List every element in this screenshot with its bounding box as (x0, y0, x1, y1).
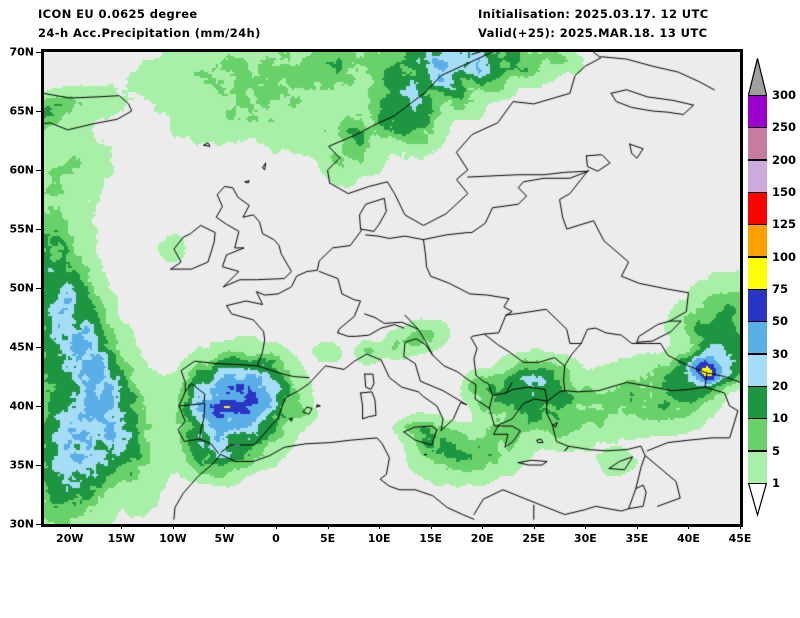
valid-time-label: Valid(+25): 2025.MAR.18. 13 UTC (478, 26, 708, 40)
y-axis-label: 30N (9, 517, 34, 531)
colorbar-rule (748, 385, 767, 387)
colorbar-band (748, 450, 767, 484)
y-axis-label: 65N (9, 104, 34, 118)
x-axis-tick (585, 524, 587, 529)
x-axis-label: 10E (367, 532, 391, 545)
x-axis-tick (636, 524, 638, 529)
precipitation-raster (44, 52, 740, 524)
colorbar-rule (748, 288, 767, 290)
y-axis-label: 40N (9, 399, 34, 413)
x-axis-tick (688, 524, 690, 529)
colorbar-over-outline (748, 58, 767, 96)
colorbar-band (748, 224, 767, 258)
colorbar-band (748, 289, 767, 322)
x-axis-label: 15W (107, 532, 136, 545)
colorbar-band (748, 256, 767, 290)
x-axis-tick (533, 524, 535, 529)
colorbar-band (748, 95, 767, 128)
colorbar-tick-label: 30 (772, 346, 789, 361)
colorbar-tick-label: 200 (772, 152, 797, 167)
x-axis-label: 25E (522, 532, 546, 545)
x-axis-label: 0 (272, 532, 280, 545)
colorbar-rule (748, 94, 767, 96)
colorbar-tick-label: 300 (772, 88, 797, 102)
x-axis-tick (172, 524, 174, 529)
x-axis-tick (327, 524, 329, 529)
x-axis-tick (121, 524, 123, 529)
y-axis-tick (36, 406, 41, 407)
x-axis-label: 35E (625, 532, 649, 545)
colorbar-band (748, 386, 767, 419)
colorbar-tick-label: 20 (772, 379, 789, 393)
colorbar-tick-label: 50 (772, 314, 789, 329)
colorbar-tick-label: 125 (772, 217, 797, 232)
x-axis-tick (69, 524, 71, 529)
initialisation-label: Initialisation: 2025.03.17. 12 UTC (478, 7, 709, 21)
y-axis-label: 70N (9, 45, 34, 59)
x-axis-label: 5E (319, 532, 336, 545)
colorbar-tick-label: 75 (772, 282, 789, 296)
y-axis-tick (36, 288, 41, 289)
y-axis-label: 50N (9, 281, 34, 295)
colorbar-tick-label: 250 (772, 120, 797, 135)
x-axis-label: 45E (728, 532, 752, 545)
colorbar-rule (748, 223, 767, 226)
colorbar-under-arrow (748, 483, 766, 515)
colorbar-band (748, 418, 767, 452)
model-title: ICON EU 0.0625 degree (38, 7, 198, 21)
colorbar-over-arrow (748, 58, 766, 95)
y-axis-tick (36, 347, 41, 348)
colorbar-rule (748, 159, 767, 161)
colorbar-tick-label: 5 (772, 443, 781, 458)
y-axis-label: 35N (9, 458, 34, 472)
colorbar-rule (748, 191, 767, 193)
colorbar-rule (748, 353, 767, 355)
colorbar-tick-label: 1 (772, 476, 781, 490)
y-axis-tick (36, 170, 41, 171)
x-axis-label: 40E (677, 532, 700, 545)
x-axis-tick (430, 524, 432, 529)
x-axis-label: 10W (159, 532, 187, 545)
x-axis-label: 20E (470, 532, 494, 545)
colorbar-tick-label: 150 (772, 185, 797, 199)
y-axis-label: 60N (9, 163, 34, 177)
y-axis-tick (36, 465, 41, 466)
colorbar-rule (748, 126, 767, 129)
colorbar-band (748, 127, 767, 161)
colorbar-rule (748, 256, 767, 258)
x-axis-label: 20W (56, 532, 84, 545)
colorbar-rule (748, 482, 767, 484)
y-axis-label: 45N (9, 340, 34, 354)
colorbar-legend: 300 250 200 150 125 100 75 50 30 20 10 5 1 (748, 58, 796, 517)
x-axis-tick (379, 524, 381, 529)
colorbar-band (748, 321, 767, 355)
x-axis-tick (482, 524, 484, 529)
colorbar-rule (748, 417, 767, 420)
x-axis-label: 15E (419, 532, 443, 545)
field-title: 24-h Acc.Precipitation (mm/24h) (38, 26, 261, 40)
x-axis-tick (740, 524, 741, 529)
colorbar-band (748, 159, 767, 193)
colorbar-tick-label: 100 (772, 249, 797, 264)
colorbar-tick-label: 10 (772, 411, 789, 426)
colorbar-rule (748, 450, 767, 452)
y-axis-tick (36, 52, 41, 53)
x-axis-label: 5W (214, 532, 235, 545)
y-axis-label: 55N (9, 222, 34, 236)
colorbar-rule (748, 320, 767, 323)
x-axis-label: 30E (573, 532, 597, 545)
colorbar-under-outline (748, 483, 767, 517)
colorbar-band (748, 192, 767, 225)
y-axis-tick (36, 229, 41, 230)
x-axis-tick (224, 524, 226, 529)
precipitation-map (41, 49, 743, 527)
x-axis-tick (276, 524, 277, 529)
y-axis-tick (36, 111, 41, 112)
colorbar-band (748, 353, 767, 387)
y-axis-tick (36, 524, 41, 525)
